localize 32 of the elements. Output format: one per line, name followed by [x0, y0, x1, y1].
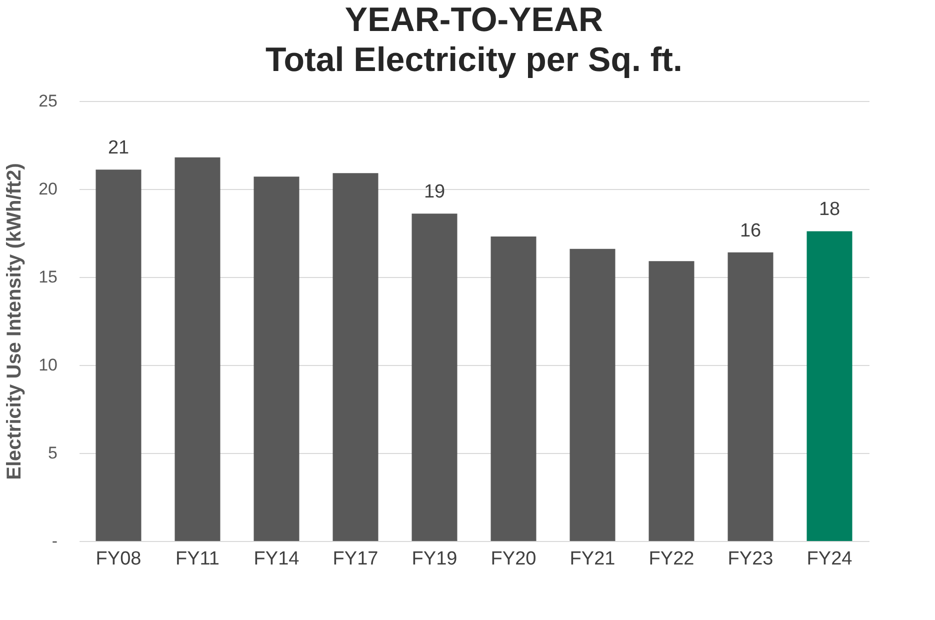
x-tick-label: FY08: [96, 548, 142, 570]
bar: [728, 252, 774, 541]
bar: [648, 261, 694, 541]
y-tick-label: 25: [38, 92, 58, 110]
data-label: 21: [108, 138, 130, 159]
x-tick-label: FY20: [490, 548, 536, 570]
y-tick-label: 20: [38, 180, 58, 198]
x-tick-label: FY11: [175, 548, 220, 570]
y-axis-title: Electricity Use Intensity (kWh/ft2): [4, 163, 26, 480]
x-tick-label: FY19: [412, 548, 458, 570]
data-label: 16: [740, 220, 762, 242]
bar: [412, 214, 458, 541]
data-label: 18: [818, 199, 840, 220]
bar: [254, 176, 300, 541]
bar: [332, 173, 378, 541]
data-label: 19: [424, 182, 446, 203]
bar: [96, 170, 142, 541]
y-tick-label: 15: [38, 268, 58, 286]
chart-title: YEAR-TO-YEAR Total Electricity per Sq. ft.: [266, 1, 682, 79]
x-tick-label: FY14: [254, 548, 300, 570]
x-tick-label: FY24: [806, 548, 853, 570]
x-tick-label: FY17: [332, 548, 378, 570]
x-tick-label: FY22: [648, 548, 694, 570]
x-tick-label: FY21: [570, 548, 616, 570]
x-tick-label: FY23: [728, 548, 774, 570]
y-tick-label: 10: [38, 356, 58, 374]
bar: [174, 157, 220, 541]
bar: [490, 236, 536, 541]
y-tick-label: -: [52, 532, 58, 550]
bar: [570, 248, 616, 541]
bar: [806, 231, 852, 541]
y-tick-label: 5: [48, 444, 58, 462]
